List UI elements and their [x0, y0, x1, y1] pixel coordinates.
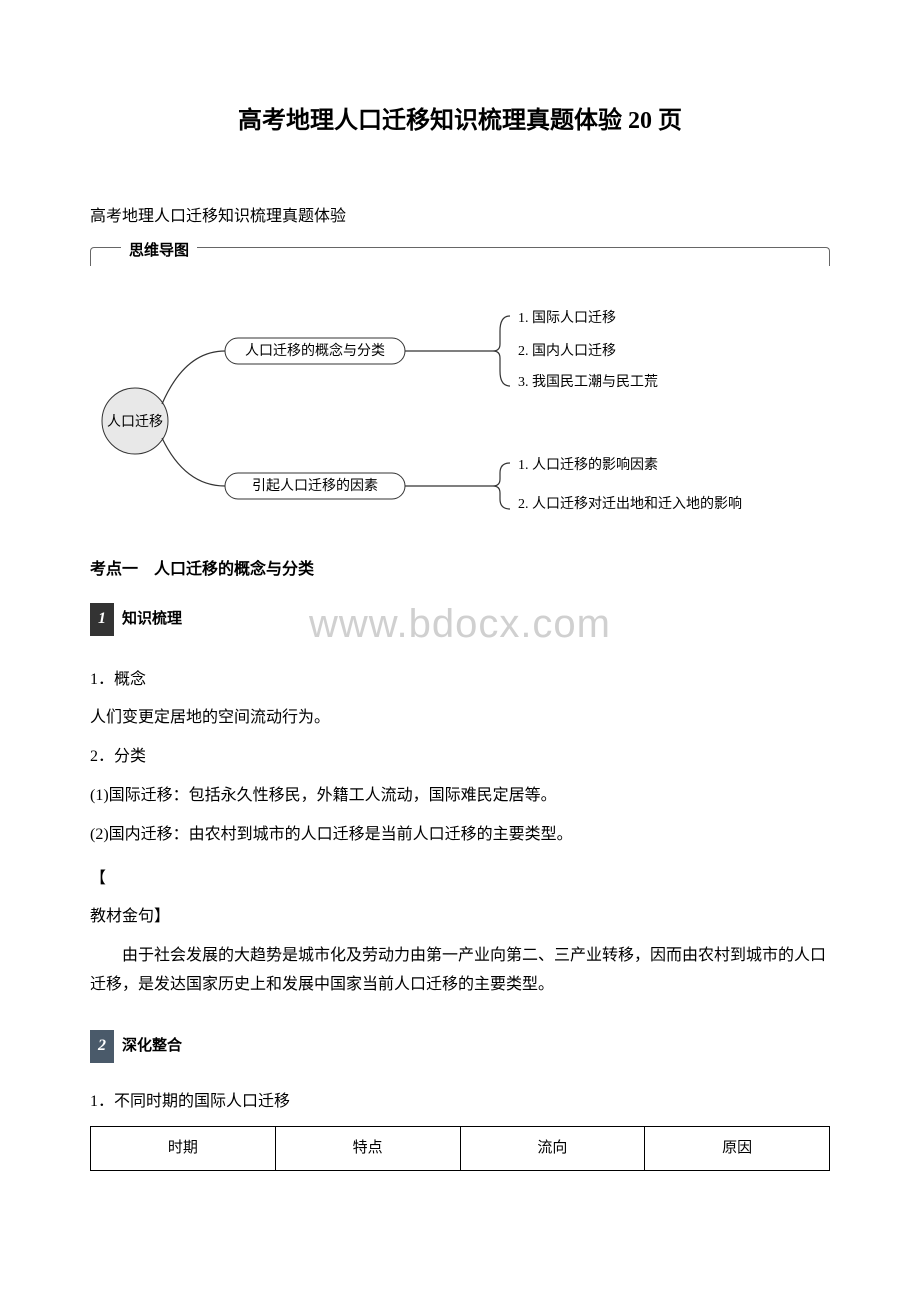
branch2-item1: 1. 人口迁移的影响因素 [518, 457, 658, 473]
branch1-item2: 2. 国内人口迁移 [518, 343, 616, 359]
golden-label: 教材金句】 [90, 903, 830, 932]
migration-table: 时期 特点 流向 原因 [90, 1126, 830, 1171]
category-sub2: (2)国内迁移：由农村到城市的人口迁移是当前人口迁移的主要类型。 [90, 821, 830, 850]
branch1-label: 人口迁移的概念与分类 [245, 342, 385, 359]
concept-heading: 1．概念 [90, 666, 830, 695]
section-heading: 考点一 人口迁移的概念与分类 [90, 556, 830, 585]
tag-number-2: 2 [90, 1030, 114, 1063]
tag-text-2: 深化整合 [114, 1031, 190, 1062]
branch1-item1: 1. 国际人口迁移 [518, 310, 616, 326]
branch2-item2: 2. 人口迁移对迁出地和迁入地的影响 [518, 496, 742, 512]
tag-number-1: 1 [90, 603, 114, 636]
sub-heading: 1．不同时期的国际人口迁移 [90, 1088, 830, 1117]
category-heading: 2．分类 [90, 743, 830, 772]
tag-text-1: 知识梳理 [114, 604, 190, 635]
category-sub1: (1)国际迁移：包括永久性移民，外籍工人流动，国际难民定居等。 [90, 782, 830, 811]
table-header-period: 时期 [91, 1127, 276, 1171]
watermark: www.bdocx.com [309, 588, 611, 660]
root-node-text: 人口迁移 [107, 414, 163, 430]
mindmap-label: 思维导图 [121, 238, 197, 265]
concept-text: 人们变更定居地的空间流动行为。 [90, 704, 830, 733]
branch1-item3: 3. 我国民工潮与民工荒 [518, 374, 658, 390]
subtitle: 高考地理人口迁移知识梳理真题体验 [90, 203, 830, 232]
table-header-direction: 流向 [460, 1127, 645, 1171]
mindmap-frame: 思维导图 [90, 247, 830, 266]
deepen-tag: 2 深化整合 [90, 1030, 190, 1063]
golden-text: 由于社会发展的大趋势是城市化及劳动力由第一产业向第二、三产业转移，因而由农村到城… [90, 942, 830, 1000]
knowledge-tag: 1 知识梳理 [90, 603, 190, 636]
page-title: 高考地理人口迁移知识梳理真题体验 20 页 [90, 100, 830, 143]
mindmap-diagram: 人口迁移 人口迁移的概念与分类 引起人口迁移的因素 1. 国际人口迁移 2. 国… [90, 276, 830, 536]
bracket-open: 【 [90, 865, 830, 894]
branch2-label: 引起人口迁移的因素 [252, 478, 378, 494]
table-header-feature: 特点 [275, 1127, 460, 1171]
table-header-reason: 原因 [645, 1127, 830, 1171]
